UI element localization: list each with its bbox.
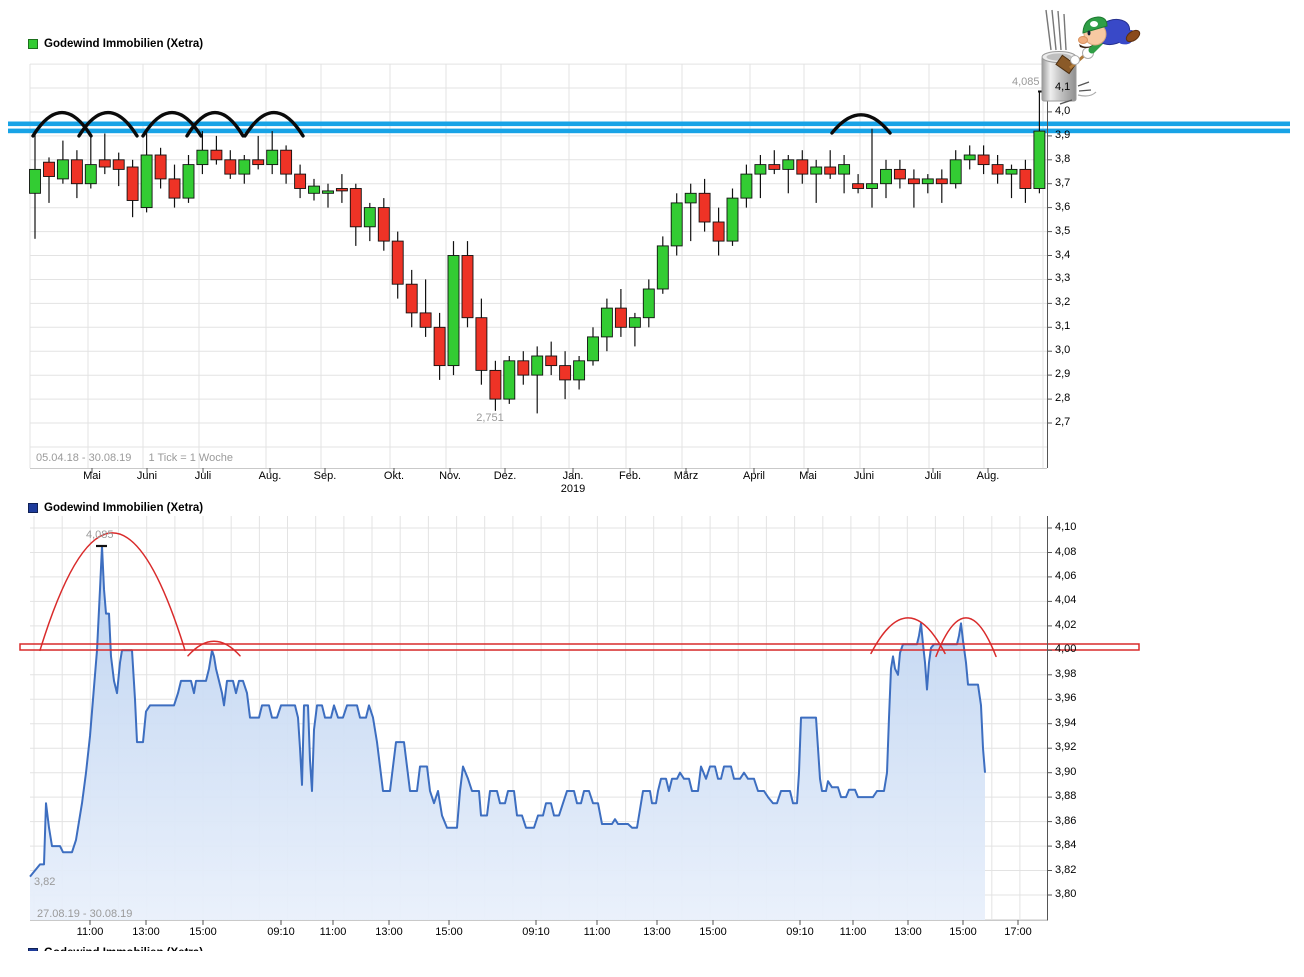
bottom-chart-y-tick-label: 4,06 — [1055, 569, 1077, 582]
bottom-chart-range: 27.08.19 - 30.08.19 — [37, 908, 133, 920]
bottom-chart-y-tick-label: 3,90 — [1055, 765, 1077, 778]
top-chart-y-tick-label: 3,3 — [1055, 272, 1071, 285]
top-legend-label: Godewind Immobilien (Xetra) — [44, 37, 204, 50]
bottom-chart-y-tick-label: 3,86 — [1055, 814, 1077, 827]
bottom-chart-y-tick-label: 3,92 — [1055, 741, 1077, 754]
bottom-chart-y-tick-label: 3,80 — [1055, 888, 1077, 900]
top-legend-swatch-icon — [28, 38, 38, 49]
bottom-chart-x-tick-label: 11:00 — [319, 926, 347, 938]
bottom-chart-x-tick-label: 15:00 — [949, 926, 977, 938]
bottom-chart-x-tick-label: 09:10 — [267, 926, 295, 938]
top-chart-y-tick-label: 3,4 — [1055, 248, 1071, 261]
top-chart-y-tick-label: 3,8 — [1055, 152, 1071, 165]
top-chart-y-tick-label: 4,1 — [1055, 81, 1071, 93]
bottom-chart-x-tick-label: 13:00 — [894, 926, 922, 938]
bottom-chart-y-tick-label: 4,04 — [1055, 594, 1077, 607]
top-chart-x-tick-label: Jan. — [562, 470, 584, 482]
bottom-peak-annotation: 4,085 — [86, 529, 114, 541]
bottom-chart-y-tick-label: 4,02 — [1055, 618, 1077, 631]
top-chart-x-tick-label: Dez. — [493, 470, 517, 482]
top-chart-y-tick-label: 3,2 — [1055, 296, 1071, 309]
clipped-legend[interactable]: Godewind Immobilien (Xetra) — [28, 946, 288, 951]
top-chart-x-tick-label: Juli — [194, 470, 212, 482]
top-chart-y-tick-label: 3,7 — [1055, 176, 1071, 189]
bottom-chart-x-tick-label: 17:00 — [1004, 926, 1032, 938]
bottom-chart-x-tick-label: 09:10 — [786, 926, 814, 938]
top-chart-x-tick-label: März — [673, 470, 699, 482]
bottom-chart-x-tick-label: 15:00 — [435, 926, 463, 938]
bottom-chart-x-tick-label: 11:00 — [839, 926, 867, 938]
bottom-chart-x-tick-label: 15:00 — [189, 926, 217, 938]
top-chart-y-tick-label: 3,0 — [1055, 344, 1071, 357]
bottom-chart-x-tick-label: 15:00 — [699, 926, 727, 938]
top-chart-x-tick-label: Mai — [83, 470, 101, 482]
top-chart-legend[interactable]: Godewind Immobilien (Xetra) — [28, 37, 203, 50]
bottom-chart-y-tick-label: 4,10 — [1055, 521, 1077, 533]
bottom-chart-x-tick-label: 11:00 — [76, 926, 104, 938]
clipped-legend-row: Godewind Immobilien (Xetra) — [28, 946, 288, 951]
top-chart-x-tick-label: Sep. — [313, 470, 337, 482]
bottom-chart-y-tick-label: 3,88 — [1055, 790, 1077, 803]
top-chart-range: 05.04.18 - 30.08.19 1 Tick = 1 Woche — [36, 452, 233, 464]
top-chart-x-tick-label: Aug. — [976, 470, 1000, 482]
top-chart-y-tick-label: 3,6 — [1055, 200, 1071, 213]
top-chart-x-tick-label: Juni — [853, 470, 875, 482]
top-chart-x-tick-label: Aug. — [258, 470, 282, 482]
top-chart-y-tick-label: 4,0 — [1055, 104, 1071, 117]
bottom-start-annotation: 3,82 — [34, 876, 56, 888]
clipped-legend-label: Godewind Immobilien (Xetra) — [44, 947, 203, 952]
clipped-legend-swatch-icon — [28, 947, 38, 951]
top-chart-y-tick-label: 2,8 — [1055, 392, 1071, 405]
bottom-chart-x-tick-label: 13:00 — [643, 926, 671, 938]
bottom-chart-y-tick-label: 4,00 — [1055, 643, 1077, 656]
bottom-chart-y-tick-label: 4,08 — [1055, 545, 1077, 558]
bottom-chart-y-tick-label: 3,82 — [1055, 863, 1077, 876]
bottom-chart-y-tick-label: 3,94 — [1055, 716, 1077, 729]
bottom-chart-x-tick-label: 13:00 — [132, 926, 160, 938]
top-chart-x-tick-label: April — [742, 470, 766, 482]
top-high-annotation: 4,085 — [1012, 76, 1040, 88]
top-tick-info: 1 Tick = 1 Woche — [148, 452, 233, 464]
top-chart-y-tick-label: 2,9 — [1055, 368, 1071, 381]
top-x-year-label: 2019 — [560, 483, 586, 495]
bottom-chart-x-tick-label: 11:00 — [583, 926, 611, 938]
top-chart-x-tick-label: Okt. — [383, 470, 405, 482]
top-range-label: 05.04.18 - 30.08.19 — [36, 452, 132, 464]
bottom-legend-swatch-icon — [28, 502, 38, 513]
bottom-chart-y-tick-label: 3,96 — [1055, 692, 1077, 705]
bottom-chart-x-tick-label: 09:10 — [522, 926, 550, 938]
top-chart-x-tick-label: Feb. — [618, 470, 642, 482]
bottom-chart-y-tick-label: 3,84 — [1055, 839, 1077, 852]
bottom-chart-legend[interactable]: Godewind Immobilien (Xetra) — [28, 501, 203, 514]
bottom-chart-x-tick-label: 13:00 — [375, 926, 403, 938]
top-chart-x-tick-label: Juni — [136, 470, 158, 482]
top-chart-x-tick-label: Juli — [924, 470, 942, 482]
top-chart-y-tick-label: 3,1 — [1055, 320, 1071, 333]
top-chart-y-tick-label: 2,7 — [1055, 416, 1071, 428]
bottom-legend-label: Godewind Immobilien (Xetra) — [44, 501, 204, 514]
top-chart-y-tick-label: 3,9 — [1055, 128, 1071, 141]
bottom-chart-y-tick-label: 3,98 — [1055, 667, 1077, 680]
mascot-graphic — [1079, 44, 1093, 49]
top-chart-x-tick-label: Nov. — [439, 470, 461, 482]
top-chart-x-tick-label: Mai — [799, 470, 817, 482]
top-low-annotation: 2,751 — [476, 412, 504, 424]
top-chart-y-tick-label: 3,5 — [1055, 224, 1071, 237]
